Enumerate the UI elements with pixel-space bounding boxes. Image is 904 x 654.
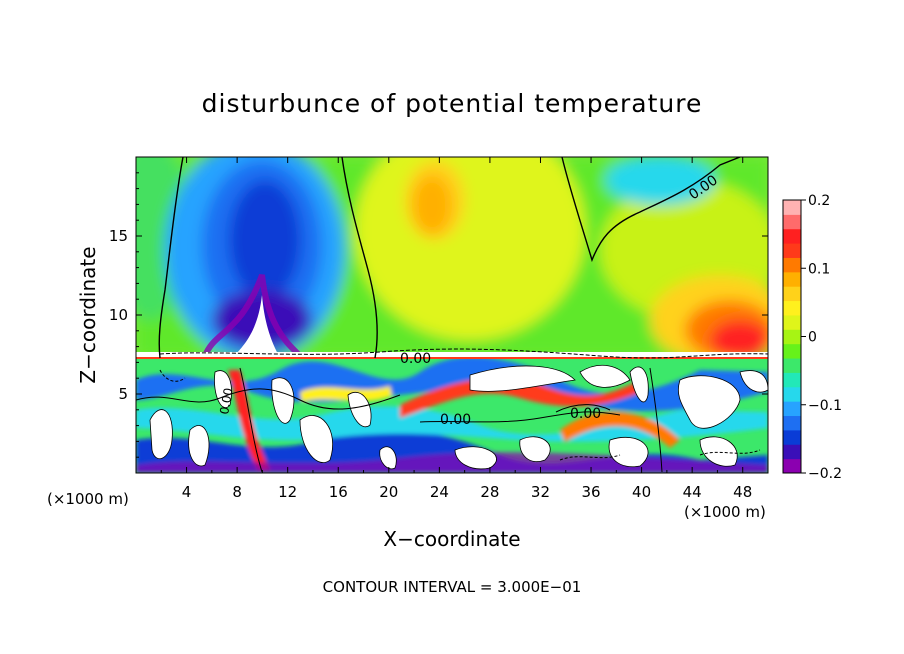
colorbar-tick-label: −0.1 [808, 398, 842, 414]
colorbar-swatch [783, 243, 801, 258]
contour-label: 0.00 [440, 412, 471, 428]
x-tick-label: 12 [278, 483, 297, 501]
colorbar-swatch [783, 401, 801, 417]
x-tick-label: 28 [480, 483, 499, 501]
y-tick-label: 15 [109, 227, 128, 245]
colorbar-tick-label: 0.1 [808, 261, 830, 277]
x-tick-label: 44 [683, 483, 702, 501]
colorbar-swatch [783, 415, 801, 431]
colorbar-swatch [783, 429, 801, 445]
cold-plume-inner [229, 180, 301, 300]
lower-yellow-band [300, 386, 392, 402]
colorbar-swatch [783, 358, 801, 373]
white-tongue [232, 295, 280, 358]
colorbar-swatch [783, 271, 801, 287]
x-tick-label: 32 [531, 483, 550, 501]
colorbar-tick-label: 0 [808, 330, 817, 346]
lower-contours [136, 367, 761, 473]
colorbar-swatch [783, 228, 801, 244]
interface-layer [136, 348, 768, 359]
cyan-top [605, 157, 715, 205]
y-tick-label: 10 [109, 306, 128, 324]
plot-area: 0.00 0.00 0.00 0.00 0.00 [136, 157, 768, 473]
x-tick-label: 40 [632, 483, 651, 501]
colorbar-swatch [783, 286, 801, 302]
colorbar-tick-label: −0.2 [808, 466, 842, 482]
yellow-region [355, 157, 585, 340]
colorbar-swatch [783, 314, 801, 330]
x-axis: 4 8 12 16 20 24 28 32 36 40 44 48 [160, 157, 752, 501]
contour-label: 0.00 [400, 351, 431, 367]
lower-cyan-band [136, 406, 768, 442]
colorbar-swatch [783, 329, 801, 345]
colorbar-swatch [783, 444, 801, 460]
colorbar-swatch [783, 200, 801, 215]
x-axis-label: X−coordinate [383, 527, 520, 551]
lower-orange-band [560, 411, 680, 448]
x-tick-label: 48 [733, 483, 752, 501]
x-unit-right: (×1000 m) [684, 503, 766, 521]
zero-contour-left [158, 157, 184, 359]
colorbar-tick-label: 0.2 [808, 193, 830, 209]
x-tick-label: 36 [581, 483, 600, 501]
warm-core [412, 175, 452, 235]
lower-white-cells [149, 364, 768, 470]
y-tick-label: 5 [118, 385, 128, 403]
x-tick-label: 24 [430, 483, 449, 501]
colorbar-swatch [783, 300, 801, 316]
x-tick-label: 4 [182, 483, 192, 501]
x-tick-label: 8 [232, 483, 242, 501]
y-axis: 5 10 15 [109, 172, 768, 458]
upper-contours [158, 157, 741, 359]
lower-field [136, 356, 768, 473]
warm-right-red [710, 320, 768, 360]
y-axis-label: Z−coordinate [76, 246, 100, 383]
zero-contour-mid [341, 157, 378, 359]
x-tick-label: 16 [329, 483, 348, 501]
colorbar-swatch [783, 343, 801, 359]
contour-interval-note: CONTOUR INTERVAL = 3.000E−01 [323, 578, 582, 596]
colorbar-swatch [783, 386, 801, 402]
x-unit-left: (×1000 m) [47, 490, 129, 508]
colorbar-swatch [783, 257, 801, 273]
lower-red-band-2 [228, 370, 270, 470]
purple-rim [200, 273, 307, 359]
chart-title: disturbunce of potential temperature [202, 89, 703, 118]
x-tick-label: 20 [379, 483, 398, 501]
upper-field [136, 157, 768, 365]
colorbar-swatch [783, 458, 801, 474]
lower-red-band-1 [400, 377, 640, 418]
contour-label: 0.00 [570, 406, 601, 422]
colorbar-ticks: 0.2 0.1 0 −0.1 −0.2 [801, 193, 842, 482]
colorbar-swatch [783, 372, 801, 388]
colorbar-swatch [783, 214, 801, 230]
zero-contour-right [561, 157, 741, 263]
contour-label: 0.00 [217, 387, 235, 416]
colorbar [782, 199, 802, 474]
